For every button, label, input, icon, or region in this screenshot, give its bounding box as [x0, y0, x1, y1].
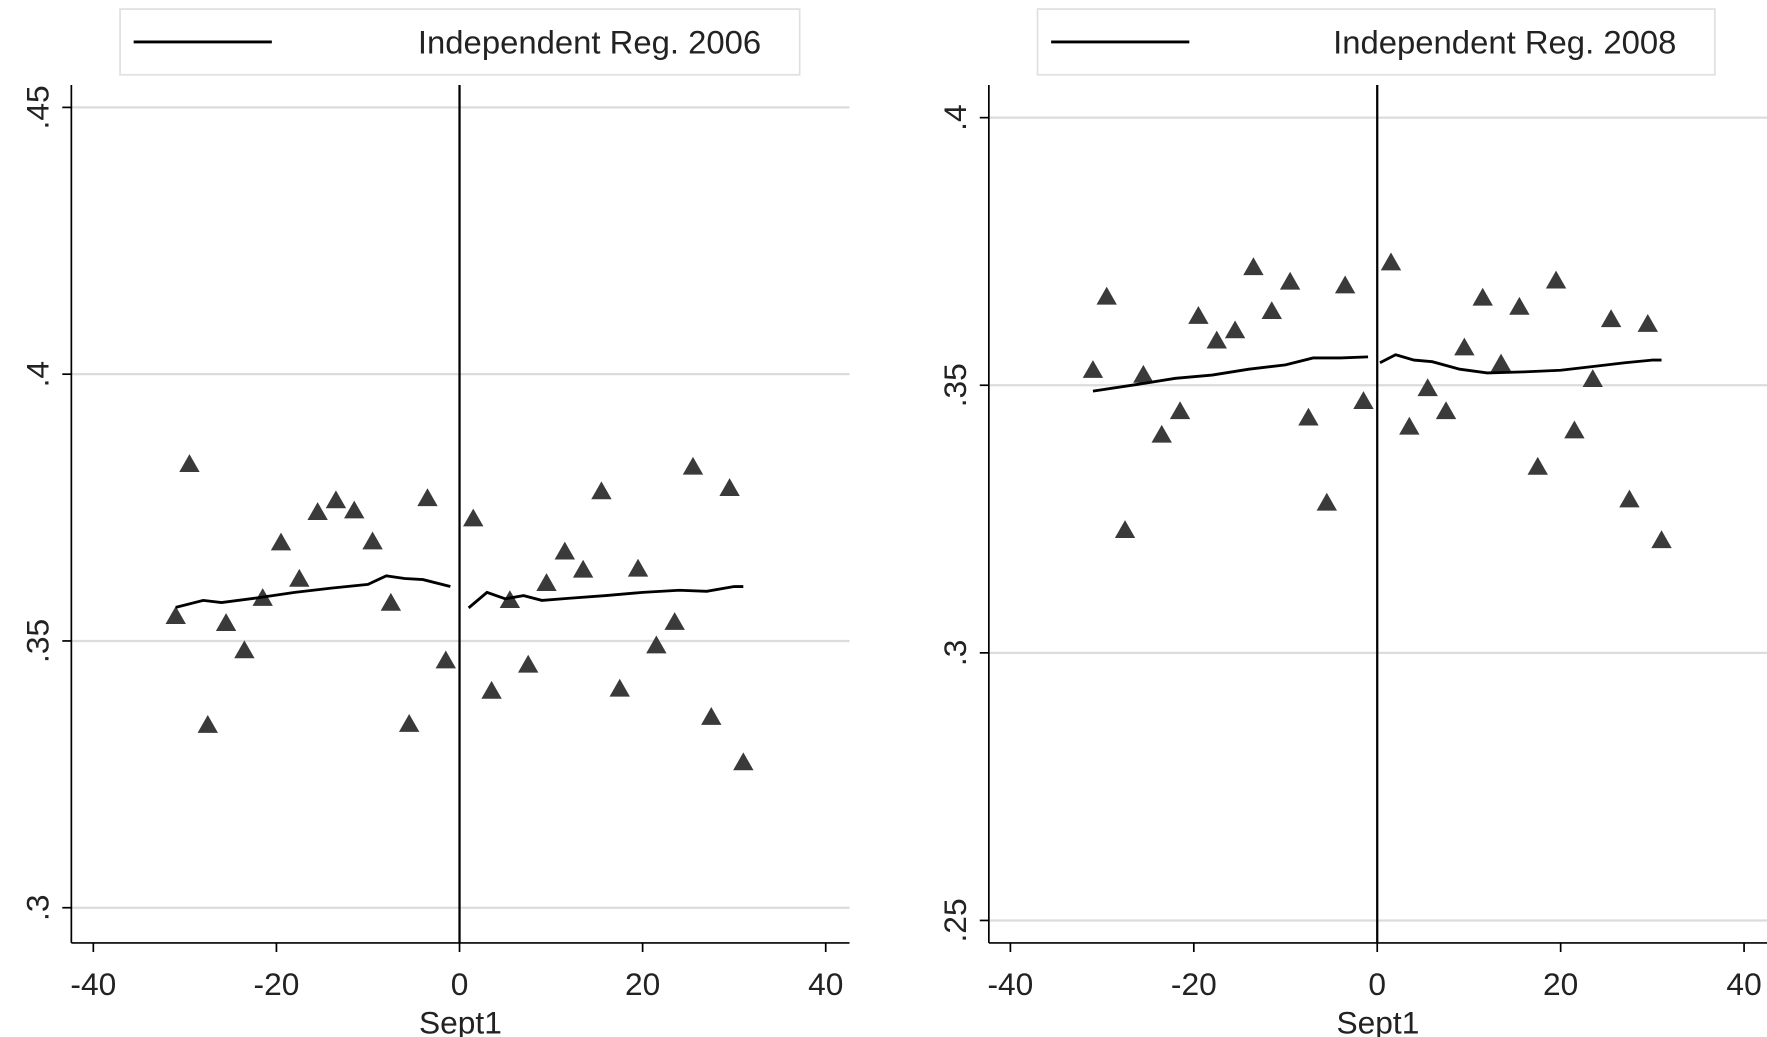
- line: [175, 574, 744, 609]
- data-point: [1114, 520, 1136, 538]
- data-point: [481, 680, 502, 699]
- data-point: [1619, 489, 1640, 508]
- x-tick-label: -20: [1171, 966, 1217, 1002]
- data-point: [701, 707, 722, 725]
- data-point: [1298, 407, 1319, 426]
- data-point: [380, 592, 402, 611]
- data-point: [1224, 320, 1246, 339]
- data-point: [733, 752, 754, 771]
- x-tick-label: 20: [1543, 966, 1578, 1002]
- data-point: [572, 559, 594, 578]
- data-point: [554, 541, 575, 560]
- data-point: [609, 678, 630, 697]
- data-point: [1651, 530, 1672, 549]
- data-point: [1564, 420, 1585, 439]
- data-point: [1380, 252, 1402, 271]
- data-point: [1637, 314, 1658, 332]
- data-point: [1490, 353, 1512, 372]
- data-point: [591, 481, 612, 500]
- y-tick-label: .35: [937, 363, 973, 407]
- data-point: [1399, 416, 1420, 435]
- data-point: [1509, 296, 1530, 315]
- data-point: [1454, 337, 1475, 356]
- y-tick-label: .3: [20, 894, 56, 920]
- data-point: [1472, 287, 1493, 306]
- data-point: [719, 478, 740, 497]
- data-point: [1582, 369, 1603, 388]
- data-point: [1169, 401, 1191, 420]
- x-tick-label: 40: [808, 966, 843, 1002]
- data-point: [1316, 492, 1337, 511]
- data-point: [344, 500, 365, 519]
- x-tick-label: 40: [1726, 966, 1761, 1002]
- data-point: [197, 715, 218, 733]
- legend-label: Independent Reg. 2006: [418, 23, 761, 60]
- x-axis-label: Sept1: [1336, 1005, 1419, 1037]
- data-point: [1243, 257, 1264, 276]
- data-point: [1353, 391, 1374, 409]
- data-point: [1096, 286, 1117, 305]
- panel: .25 .3 .35 .4 -40 -20 0 20 40 Sept1 Independent Re…: [937, 8, 1767, 1037]
- data-point: [362, 531, 383, 550]
- x-tick-label: -20: [254, 966, 300, 1002]
- data-point: [234, 640, 255, 659]
- data-point: [417, 488, 438, 507]
- data-point: [517, 654, 539, 673]
- x-tick-label: 20: [625, 966, 660, 1002]
- data-point: [215, 613, 237, 631]
- data-point: [1133, 364, 1154, 383]
- data-point: [463, 508, 484, 527]
- x-tick-label: 0: [1368, 966, 1386, 1002]
- y-tick-label: .25: [937, 898, 973, 942]
- y-tick-label: .4: [20, 361, 56, 387]
- data-point: [1206, 330, 1227, 349]
- x-tick-label: -40: [70, 966, 116, 1002]
- data-point: [1545, 270, 1567, 289]
- y-tick-label: .45: [20, 85, 56, 129]
- data-point: [325, 490, 347, 509]
- data-point: [398, 713, 420, 732]
- data-point: [1082, 360, 1104, 378]
- y-tick-label: .3: [937, 640, 973, 666]
- data-point: [179, 454, 200, 472]
- data-point: [1279, 271, 1301, 290]
- data-point: [664, 612, 685, 630]
- x-tick-label: -40: [987, 966, 1033, 1002]
- data-point: [289, 568, 310, 587]
- data-point: [627, 558, 649, 577]
- data-point: [1527, 456, 1548, 475]
- data-point: [165, 606, 186, 625]
- data-point: [307, 502, 328, 521]
- data-point: [682, 456, 704, 475]
- y-tick-label: .4: [937, 104, 973, 130]
- data-point: [1188, 306, 1209, 324]
- y-tick-label: .35: [20, 619, 56, 663]
- data-point: [435, 650, 456, 669]
- data-point: [270, 532, 292, 551]
- data-point: [1435, 401, 1457, 420]
- data-point: [646, 635, 667, 654]
- legend-label: Independent Reg. 2008: [1333, 23, 1676, 60]
- data-point: [1417, 378, 1438, 397]
- line: [1092, 353, 1662, 393]
- data-point: [1600, 309, 1622, 328]
- data-point: [1151, 424, 1172, 443]
- data-point: [536, 573, 557, 591]
- x-tick-label: 0: [451, 966, 469, 1002]
- panel: .3 .35 .4 .45 -40 -20 0 20 40 Sept1 Independent Re…: [20, 8, 850, 1037]
- data-point: [1261, 301, 1282, 320]
- x-axis-label: Sept1: [419, 1005, 502, 1037]
- data-point: [1334, 275, 1356, 294]
